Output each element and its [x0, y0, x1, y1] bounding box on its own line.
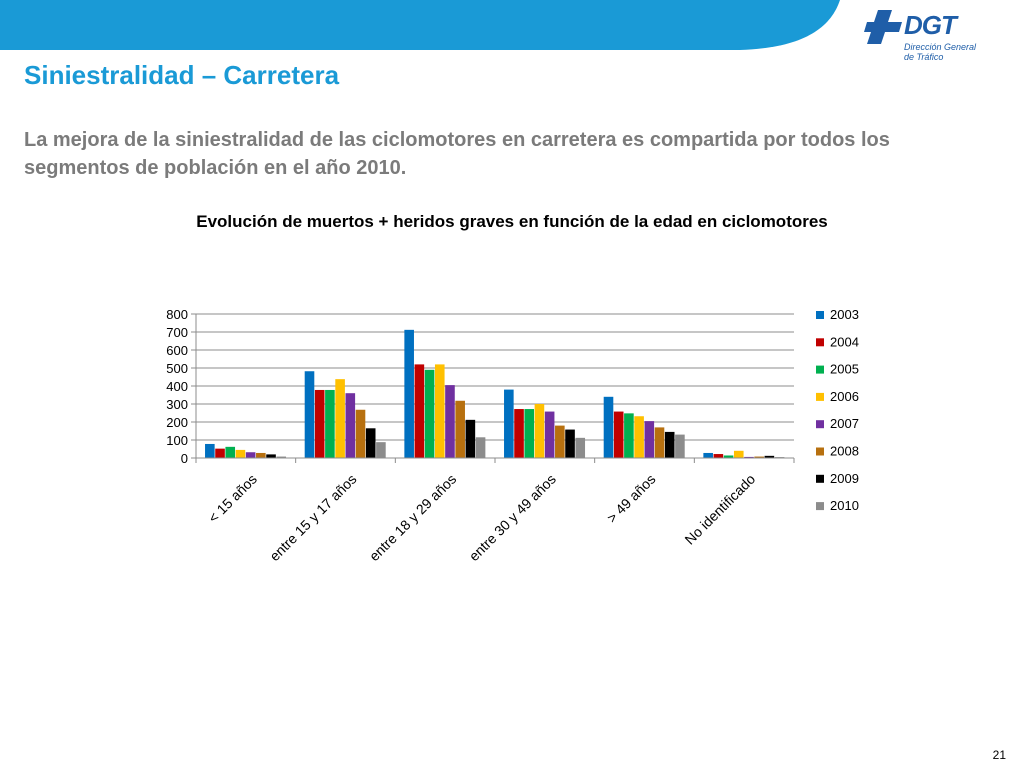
bar-2006-5: [634, 416, 644, 458]
dgt-cross-icon: [864, 10, 902, 44]
bar-2010-1: [276, 456, 287, 458]
legend-swatch-2009: [816, 474, 824, 483]
legend-label-2005: 2005: [830, 362, 859, 377]
bar-2004-2: [314, 389, 325, 458]
y-tick-label: 300: [166, 397, 188, 412]
y-tick-label: 0: [181, 451, 188, 466]
legend-label-2003: 2003: [830, 307, 859, 322]
x-tick-label: entre 30 y 49 años: [466, 471, 559, 564]
bar-2003-5: [603, 396, 614, 458]
x-tick-label: > 49 años: [604, 471, 659, 526]
y-tick-label: 800: [166, 307, 188, 322]
y-tick-label: 500: [166, 361, 188, 376]
slide-subtitle: La mejora de la siniestralidad de las ci…: [24, 129, 890, 179]
logo-brand: DGT: [904, 10, 957, 40]
bar-2009-3: [465, 419, 476, 458]
bar-2008-2: [355, 409, 366, 458]
bar-2009-4: [565, 429, 575, 458]
bar-2004-5: [613, 411, 624, 458]
legend-swatch-2005: [816, 365, 824, 374]
bar-2003-3: [404, 329, 414, 458]
bar-2006-4: [534, 404, 545, 458]
bar-2009-6: [764, 455, 775, 458]
legend-label-2008: 2008: [830, 444, 859, 459]
bar-2007-6: [744, 456, 754, 458]
x-tick-label: entre 15 y 17 años: [266, 471, 359, 564]
y-tick-label: 200: [166, 415, 188, 430]
bar-2003-1: [205, 443, 215, 458]
bar-2010-4: [575, 437, 586, 458]
bar-2008-3: [455, 400, 465, 458]
x-tick-label: No identificado: [681, 471, 758, 548]
legend-swatch-2006: [816, 392, 824, 401]
slide-title: Siniestralidad – Carretera: [24, 60, 340, 90]
bar-2005-4: [524, 409, 535, 458]
bar-2008-6: [754, 456, 764, 458]
bar-2009-5: [664, 431, 675, 458]
bar-2004-3: [414, 364, 425, 458]
bar-2008-4: [555, 425, 565, 458]
legend-label-2006: 2006: [830, 389, 859, 404]
x-tick-label: < 15 años: [205, 471, 260, 526]
page-number: 21: [992, 748, 1006, 762]
bar-2010-2: [376, 442, 386, 458]
bar-2009-2: [365, 428, 376, 458]
legend: 2003 2004 2005 2006 2007 2008 2009 2010: [816, 307, 859, 513]
bars-layer: [205, 329, 785, 458]
header-band: [0, 0, 840, 50]
bar-2008-1: [256, 452, 266, 458]
bar-2007-5: [644, 421, 655, 458]
bar-2004-6: [713, 454, 724, 458]
y-tick-label: 700: [166, 325, 188, 340]
legend-swatch-2008: [816, 447, 824, 456]
bar-2007-3: [445, 385, 455, 458]
bar-2007-2: [345, 393, 356, 458]
legend-swatch-2003: [816, 311, 824, 319]
dgt-logo: DGT Dirección General de Tráfico: [864, 4, 994, 64]
bar-2004-4: [514, 409, 524, 458]
bar-2003-6: [703, 452, 713, 458]
legend-label-2007: 2007: [830, 416, 859, 431]
bar-2005-5: [624, 413, 634, 458]
bar-2005-1: [225, 446, 236, 458]
y-tick-label: 600: [166, 343, 188, 358]
bar-2005-2: [325, 389, 335, 458]
chart-title: Evolución de muertos + heridos graves en…: [196, 212, 828, 231]
bar-2007-1: [245, 452, 256, 458]
x-tick-label: entre 18 y 29 años: [366, 471, 459, 564]
bar-2005-3: [424, 369, 435, 458]
bar-2005-6: [723, 455, 734, 458]
bar-2004-1: [215, 448, 225, 458]
bar-2006-6: [733, 450, 744, 458]
bar-2010-3: [475, 437, 486, 458]
y-tick-label: 100: [166, 433, 188, 448]
bar-2003-2: [304, 371, 315, 458]
bar-2006-2: [335, 379, 345, 458]
legend-swatch-2010: [816, 502, 824, 511]
bar-2003-4: [504, 389, 514, 458]
bar-2006-3: [434, 364, 445, 458]
legend-swatch-2004: [816, 338, 824, 347]
legend-swatch-2007: [816, 420, 824, 429]
bar-2009-1: [266, 454, 276, 458]
grid-layer: [196, 313, 794, 441]
legend-label-2010: 2010: [830, 498, 859, 513]
legend-label-2009: 2009: [830, 471, 859, 486]
bar-2010-5: [675, 434, 685, 458]
bar-2006-1: [235, 449, 246, 458]
logo-line2: de Tráfico: [904, 52, 944, 62]
bar-2007-4: [544, 411, 555, 458]
legend-label-2004: 2004: [830, 334, 859, 349]
bar-2008-5: [654, 427, 665, 458]
y-tick-label: 400: [166, 379, 188, 394]
logo-line1: Dirección General: [904, 42, 977, 52]
